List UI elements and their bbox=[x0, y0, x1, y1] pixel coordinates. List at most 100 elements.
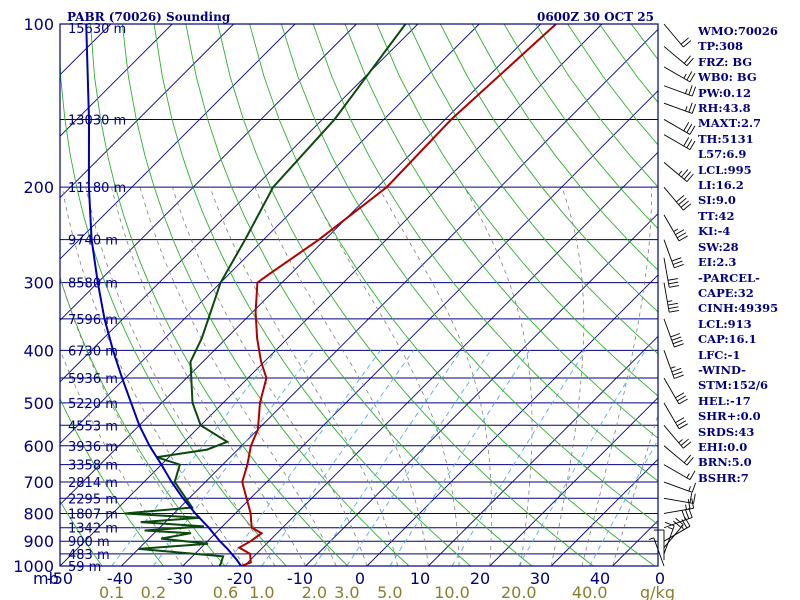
moist-adiabat-line bbox=[139, 187, 337, 566]
wind-barb-flag bbox=[675, 517, 684, 526]
pressure-tick-label: 1000 bbox=[13, 557, 54, 576]
index-item: KI:-4 bbox=[698, 224, 731, 239]
index-item: L57:6.9 bbox=[698, 147, 747, 162]
wind-barb bbox=[663, 23, 692, 48]
wind-barb-flag bbox=[686, 71, 693, 81]
wind-barb-flag bbox=[675, 417, 685, 423]
index-item: TH:5131 bbox=[698, 131, 754, 146]
wind-barb-flag bbox=[674, 264, 684, 269]
wind-barb-flag bbox=[680, 37, 689, 45]
wind-barb bbox=[663, 239, 684, 269]
index-item: LI:16.2 bbox=[698, 178, 744, 193]
index-item: WB0: BG bbox=[698, 70, 757, 85]
wind-barb-flag bbox=[686, 173, 694, 182]
wind-barb-flag bbox=[676, 195, 685, 203]
height-label: 5220 m bbox=[68, 397, 118, 412]
wind-barb bbox=[663, 424, 692, 449]
wind-barb-flag bbox=[678, 423, 688, 430]
index-item: LCL:913 bbox=[698, 316, 752, 331]
wind-barb bbox=[663, 318, 684, 348]
wind-barb-flag bbox=[685, 88, 688, 94]
plot-frame bbox=[59, 23, 659, 567]
dry-adiabat-line bbox=[249, 24, 656, 566]
wind-barb bbox=[663, 102, 697, 114]
dry-adiabat-line bbox=[60, 276, 226, 566]
x-unit-label: mb bbox=[33, 569, 59, 588]
wind-barb bbox=[663, 66, 696, 83]
wind-barb-flag bbox=[669, 285, 680, 288]
wind-barb-flag bbox=[672, 260, 683, 265]
temperature-tick-label: -50 bbox=[47, 569, 73, 588]
wind-barb-flag bbox=[674, 343, 684, 348]
wind-barb-staff bbox=[663, 507, 694, 514]
stability-indices-list: WMO:70026 TP:308 FRZ: BG WB0: BG PW:0.12 RH:4… bbox=[698, 24, 798, 486]
wind-barb bbox=[663, 257, 680, 288]
height-labels: 15630 m 13030 m 11180 m 9740 m 8580 m 7596 m 6… bbox=[68, 22, 126, 575]
mixing-ratio-line bbox=[153, 350, 315, 566]
height-label: 7596 m bbox=[68, 313, 118, 328]
height-label: 2295 m bbox=[68, 492, 118, 507]
mixing-ratio-axis-labels: 0.1 0.2 0.6 1.0 2.0 3.0 5.0 10.0 20.0 40.0 bbox=[99, 583, 608, 600]
height-label: 15630 m bbox=[68, 22, 126, 37]
height-label: 3936 m bbox=[68, 440, 118, 455]
wind-barb bbox=[663, 402, 688, 430]
index-item: MAXT:2.7 bbox=[698, 116, 761, 131]
wind-barb-flag bbox=[686, 138, 693, 149]
index-item: EHI:0.0 bbox=[698, 439, 748, 454]
height-label: 900 m bbox=[68, 535, 110, 550]
index-item: -WIND- bbox=[698, 362, 746, 377]
pressure-tick-label: 100 bbox=[23, 15, 54, 34]
wind-barb-flag bbox=[685, 106, 688, 112]
index-item: BSHR:7 bbox=[698, 470, 749, 485]
moist-adiabat-line bbox=[209, 187, 399, 566]
index-item: STM:152/6 bbox=[698, 378, 769, 393]
wind-barb bbox=[663, 445, 694, 466]
wind-barb-flag bbox=[684, 517, 691, 527]
wind-barb-flag bbox=[671, 367, 682, 373]
wind-barb-flag bbox=[689, 492, 693, 503]
index-item: -PARCEL- bbox=[698, 270, 760, 285]
wind-barb-flag bbox=[673, 228, 679, 232]
index-item: SRDS:43 bbox=[698, 424, 755, 439]
isobar-grid bbox=[60, 24, 658, 566]
dry-adiabat-line bbox=[121, 24, 410, 566]
wind-barb-flag bbox=[691, 103, 697, 114]
wind-barb-flag bbox=[683, 121, 690, 132]
dry-adiabat-line bbox=[439, 24, 658, 313]
pressure-tick-label: 500 bbox=[23, 394, 54, 413]
wind-barb-staff bbox=[663, 119, 691, 135]
wind-barb-staff bbox=[663, 377, 680, 405]
wind-barb-staff bbox=[663, 257, 670, 288]
pressure-tick-label: 200 bbox=[23, 178, 54, 197]
isotherm-line bbox=[60, 24, 419, 383]
wind-barb-flag bbox=[669, 309, 680, 313]
wind-barb-flag bbox=[648, 537, 654, 540]
height-label: 483 m bbox=[68, 548, 110, 563]
wind-barb-staff bbox=[663, 214, 680, 242]
wind-barb-flag bbox=[688, 102, 693, 113]
dry-adiabat-line bbox=[471, 24, 658, 271]
dry-adiabat-line bbox=[408, 24, 658, 355]
dry-adiabat-line bbox=[0, 24, 48, 578]
moist-adiabat-line bbox=[111, 187, 306, 566]
wind-barb-staff bbox=[663, 525, 675, 555]
index-item: LCL:995 bbox=[698, 162, 752, 177]
index-item: EI:2.3 bbox=[698, 255, 737, 270]
wind-barb bbox=[663, 119, 696, 135]
wind-barb bbox=[648, 537, 665, 567]
wind-barb bbox=[663, 521, 675, 555]
wind-barb-flag bbox=[680, 525, 685, 531]
pressure-axis-labels: 1000 900 800 700 600 500 400 300 200 100 bbox=[13, 15, 54, 576]
isotherm-line bbox=[243, 151, 658, 566]
pressure-tick-label: 700 bbox=[23, 473, 54, 492]
wind-barb-staff bbox=[663, 481, 693, 493]
index-item: HEL:-17 bbox=[698, 393, 751, 408]
index-item: WMO:70026 bbox=[698, 24, 778, 38]
pressure-tick-label: 400 bbox=[23, 341, 54, 360]
mixing-ratio-line bbox=[346, 350, 492, 566]
wind-barb bbox=[663, 85, 697, 97]
moist-adiabat-line bbox=[550, 187, 585, 566]
height-label: 3358 m bbox=[68, 459, 118, 474]
wind-barb-staff bbox=[663, 497, 694, 504]
isotherm-line bbox=[60, 24, 296, 260]
